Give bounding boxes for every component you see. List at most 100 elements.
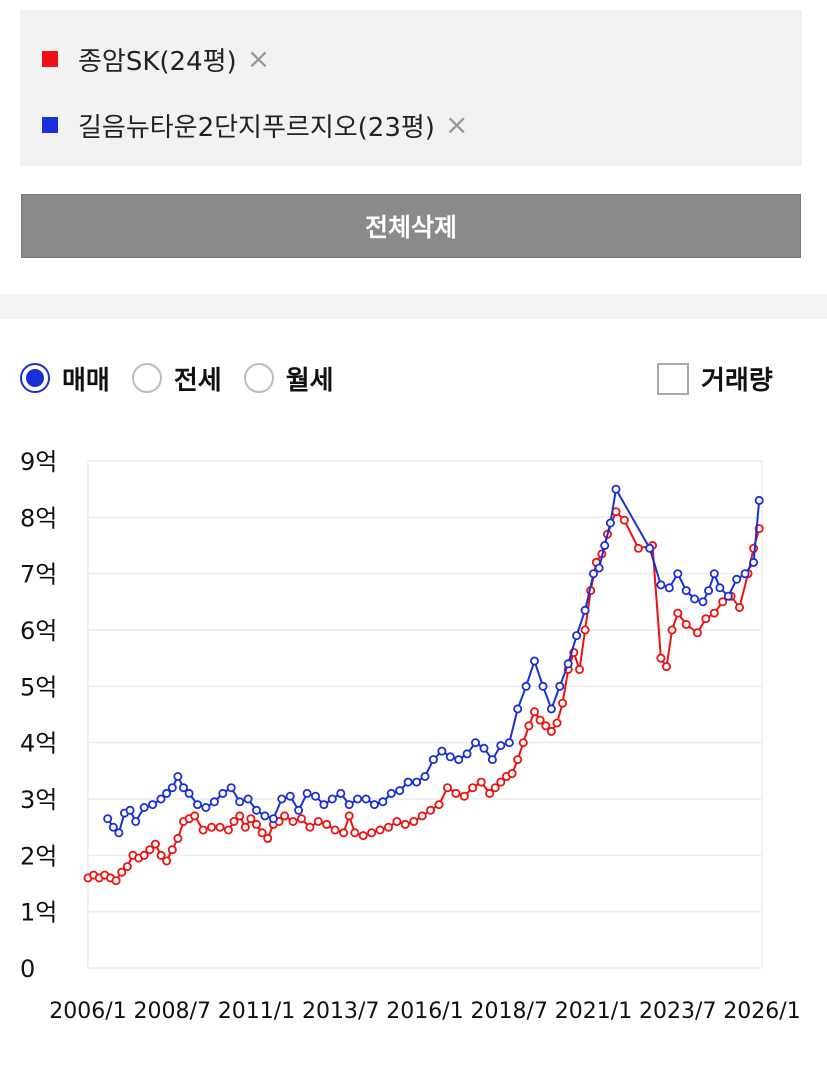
data-point-jongam-sk	[535, 715, 545, 725]
data-point-jongam-sk	[530, 707, 540, 717]
data-point-jongam-sk	[235, 811, 245, 821]
data-point-jongam-sk	[490, 783, 500, 793]
data-point-gireum-prugio	[437, 746, 447, 756]
data-point-gireum-prugio	[285, 791, 295, 801]
y-tick-label: 4억	[20, 730, 57, 758]
data-point-gireum-prugio	[740, 569, 750, 579]
data-point-gireum-prugio	[521, 681, 531, 691]
data-point-jongam-sk	[122, 862, 132, 872]
radio-unchecked-icon[interactable]	[243, 363, 274, 393]
data-point-gireum-prugio	[125, 805, 135, 815]
data-point-jongam-sk	[749, 543, 759, 553]
legend-item-label: 종암SK(24평)	[78, 46, 237, 77]
data-point-gireum-prugio	[749, 557, 759, 567]
data-point-gireum-prugio	[243, 794, 253, 804]
data-point-gireum-prugio	[148, 800, 158, 810]
data-point-jongam-sk	[117, 867, 127, 877]
data-point-gireum-prugio	[327, 794, 337, 804]
data-point-jongam-sk	[383, 822, 393, 832]
data-point-jongam-sk	[392, 816, 402, 826]
data-point-jongam-sk	[367, 828, 377, 838]
data-point-gireum-prugio	[310, 791, 320, 801]
radio-jeonse[interactable]: 전세	[131, 360, 222, 397]
x-tick-label: 2023/7	[639, 999, 716, 1024]
radio-sale[interactable]: 매매	[20, 360, 110, 397]
x-tick-label: 2008/7	[134, 999, 211, 1024]
data-point-jongam-sk	[417, 811, 427, 821]
data-point-gireum-prugio	[395, 786, 405, 796]
data-point-jongam-sk	[496, 777, 506, 787]
data-point-jongam-sk	[251, 819, 261, 829]
data-point-gireum-prugio	[673, 569, 683, 579]
data-point-gireum-prugio	[530, 656, 540, 666]
data-point-gireum-prugio	[555, 681, 565, 691]
legend-item-label: 길음뉴타운2단지푸르지오(23평)	[78, 112, 435, 143]
data-point-gireum-prugio	[681, 586, 691, 596]
legend-panel	[20, 10, 802, 166]
data-point-gireum-prugio	[103, 814, 113, 824]
delete-all-button[interactable]: 전체삭제	[21, 194, 801, 258]
data-point-gireum-prugio	[723, 591, 733, 601]
data-point-jongam-sk	[558, 698, 568, 708]
data-point-jongam-sk	[409, 816, 419, 826]
data-point-jongam-sk	[681, 619, 691, 629]
data-point-gireum-prugio	[504, 738, 514, 748]
data-point-jongam-sk	[513, 755, 523, 765]
data-point-gireum-prugio	[268, 814, 278, 824]
radio-label: 월세	[285, 365, 334, 396]
data-point-jongam-sk	[280, 811, 290, 821]
y-tick-label: 9억	[20, 448, 57, 476]
data-point-jongam-sk	[296, 814, 306, 824]
data-point-jongam-sk	[263, 833, 273, 843]
red-square-icon	[42, 51, 58, 67]
data-point-jongam-sk	[313, 816, 323, 826]
data-point-gireum-prugio	[173, 771, 183, 781]
x-tick-label: 2013/7	[302, 999, 379, 1024]
price-line-chart: 0 1억 2억 3억 4억 5억 6억 7억 8억 9억 2006/1 2008/7 2011/1 201…	[20, 448, 801, 1024]
x-tick-label: 2026/1	[723, 999, 800, 1024]
checkbox-icon[interactable]	[657, 362, 689, 395]
data-point-jongam-sk	[546, 726, 556, 736]
data-point-gireum-prugio	[108, 822, 118, 832]
data-point-gireum-prugio	[496, 740, 506, 750]
data-point-gireum-prugio	[294, 805, 304, 815]
close-icon[interactable]: ×	[246, 42, 271, 75]
data-point-gireum-prugio	[353, 794, 363, 804]
data-point-gireum-prugio	[412, 777, 422, 787]
data-point-gireum-prugio	[645, 543, 655, 553]
data-point-jongam-sk	[709, 608, 719, 618]
y-tick-label: 7억	[20, 561, 57, 589]
data-point-gireum-prugio	[361, 794, 371, 804]
legend-item-jongam-sk: 종암SK(24평) ×	[42, 39, 270, 79]
data-point-gireum-prugio	[167, 783, 177, 793]
data-point-jongam-sk	[339, 828, 349, 838]
volume-checkbox[interactable]: 거래량	[657, 360, 773, 397]
data-point-gireum-prugio	[344, 800, 354, 810]
radio-monthly-rent[interactable]: 월세	[243, 360, 334, 397]
data-point-jongam-sk	[322, 819, 332, 829]
radio-unchecked-icon[interactable]	[131, 363, 162, 393]
data-point-gireum-prugio	[715, 583, 725, 593]
data-point-jongam-sk	[451, 788, 461, 798]
data-point-gireum-prugio	[184, 788, 194, 798]
data-point-gireum-prugio	[201, 802, 211, 812]
checkbox-label: 거래량	[701, 366, 773, 396]
data-point-gireum-prugio	[420, 771, 430, 781]
data-point-jongam-sk	[257, 828, 267, 838]
data-point-gireum-prugio	[754, 495, 764, 505]
radio-label: 전세	[173, 365, 222, 396]
data-point-gireum-prugio	[403, 777, 413, 787]
data-point-jongam-sk	[667, 625, 677, 635]
data-point-jongam-sk	[223, 825, 233, 835]
data-point-gireum-prugio	[131, 816, 141, 826]
data-point-jongam-sk	[633, 543, 643, 553]
data-point-gireum-prugio	[178, 783, 188, 793]
radio-checked-icon[interactable]	[20, 363, 50, 393]
close-icon[interactable]: ×	[444, 108, 469, 141]
data-point-gireum-prugio	[487, 755, 497, 765]
data-point-jongam-sk	[150, 839, 160, 849]
data-point-gireum-prugio	[336, 788, 346, 798]
data-point-gireum-prugio	[589, 569, 599, 579]
data-point-jongam-sk	[305, 822, 315, 832]
x-tick-label: 2011/1	[218, 999, 295, 1024]
